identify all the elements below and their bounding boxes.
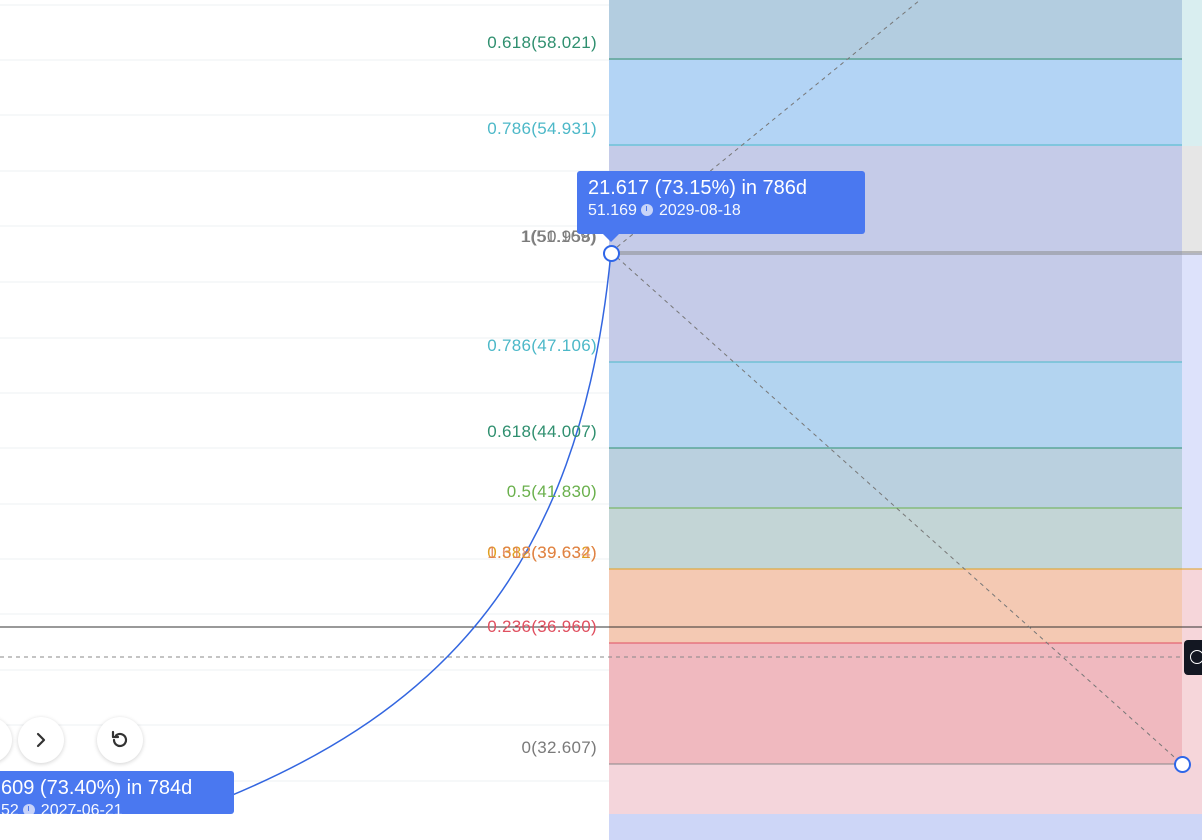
fib-label-0236: 0.236(36.960) [487,617,597,636]
fib-label-0618-top: 0.618(58.021) [487,33,597,52]
secondary-tooltip-detail: 52 2027-06-21 [1,802,223,814]
anchor-handle-top[interactable] [603,245,620,262]
chevron-right-icon [36,732,46,748]
fib-level-lines [609,58,1202,765]
tooltip-pointer [602,233,620,242]
secondary-measure-tooltip: 609 (73.40%) in 784d 52 2027-06-21 [0,771,234,814]
secondary-tooltip-change: 609 (73.40%) in 784d [1,777,193,799]
fib-label-1618: 1.618(39.634) [487,543,597,562]
projection-curve[interactable] [199,251,612,809]
fib-bands [609,0,1202,840]
measure-tooltip-price: 51.169 [588,202,637,219]
measure-tooltip-detail: 51.169 2029-08-18 [588,202,854,220]
secondary-tooltip-price: 52 [1,802,19,814]
fib-label-0382: 0.382(39.632) [487,543,597,562]
grid-lines [0,4,609,782]
fib-label-05: 0.5(41.830) [506,482,597,501]
clock-icon [640,204,653,216]
reset-icon [111,730,128,748]
fib-label-0: 0(32.607) [521,738,597,757]
scroll-forward-button[interactable] [18,717,64,763]
anchor-handle-bottom[interactable] [1174,756,1191,773]
measure-tooltip: 21.617 (73.15%) in 786d 51.169 2029-08-18 [577,171,865,234]
fib-label-0786-top: 0.786(54.931) [487,119,597,138]
price-scale-button[interactable] [1184,640,1202,675]
fib-label-1-b: 1(51.169) [520,227,596,246]
secondary-tooltip-date: 2027-06-21 [40,802,123,814]
measure-tooltip-change: 21.617 (73.15%) in 786d [588,177,808,199]
reset-chart-button[interactable] [97,717,143,763]
clock-icon [22,804,35,814]
fib-label-0618-mid: 0.618(44.007) [487,422,597,441]
measure-tooltip-date: 2029-08-18 [658,202,741,219]
fib-label-0786-mid: 0.786(47.106) [487,336,597,355]
